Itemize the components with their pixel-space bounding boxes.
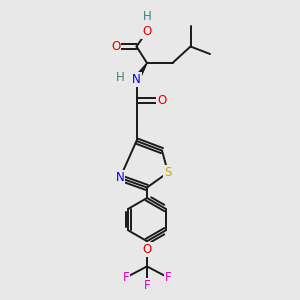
Text: N: N <box>132 73 141 86</box>
Text: O: O <box>142 243 152 256</box>
Text: O: O <box>142 25 152 38</box>
Text: H: H <box>142 10 152 23</box>
Text: H: H <box>116 70 124 84</box>
Text: O: O <box>158 94 166 107</box>
Text: N: N <box>116 171 124 184</box>
Text: O: O <box>111 40 120 53</box>
Text: F: F <box>144 279 150 292</box>
Text: F: F <box>165 271 171 284</box>
Text: S: S <box>164 166 172 179</box>
Text: F: F <box>123 271 129 284</box>
Polygon shape <box>134 63 147 81</box>
